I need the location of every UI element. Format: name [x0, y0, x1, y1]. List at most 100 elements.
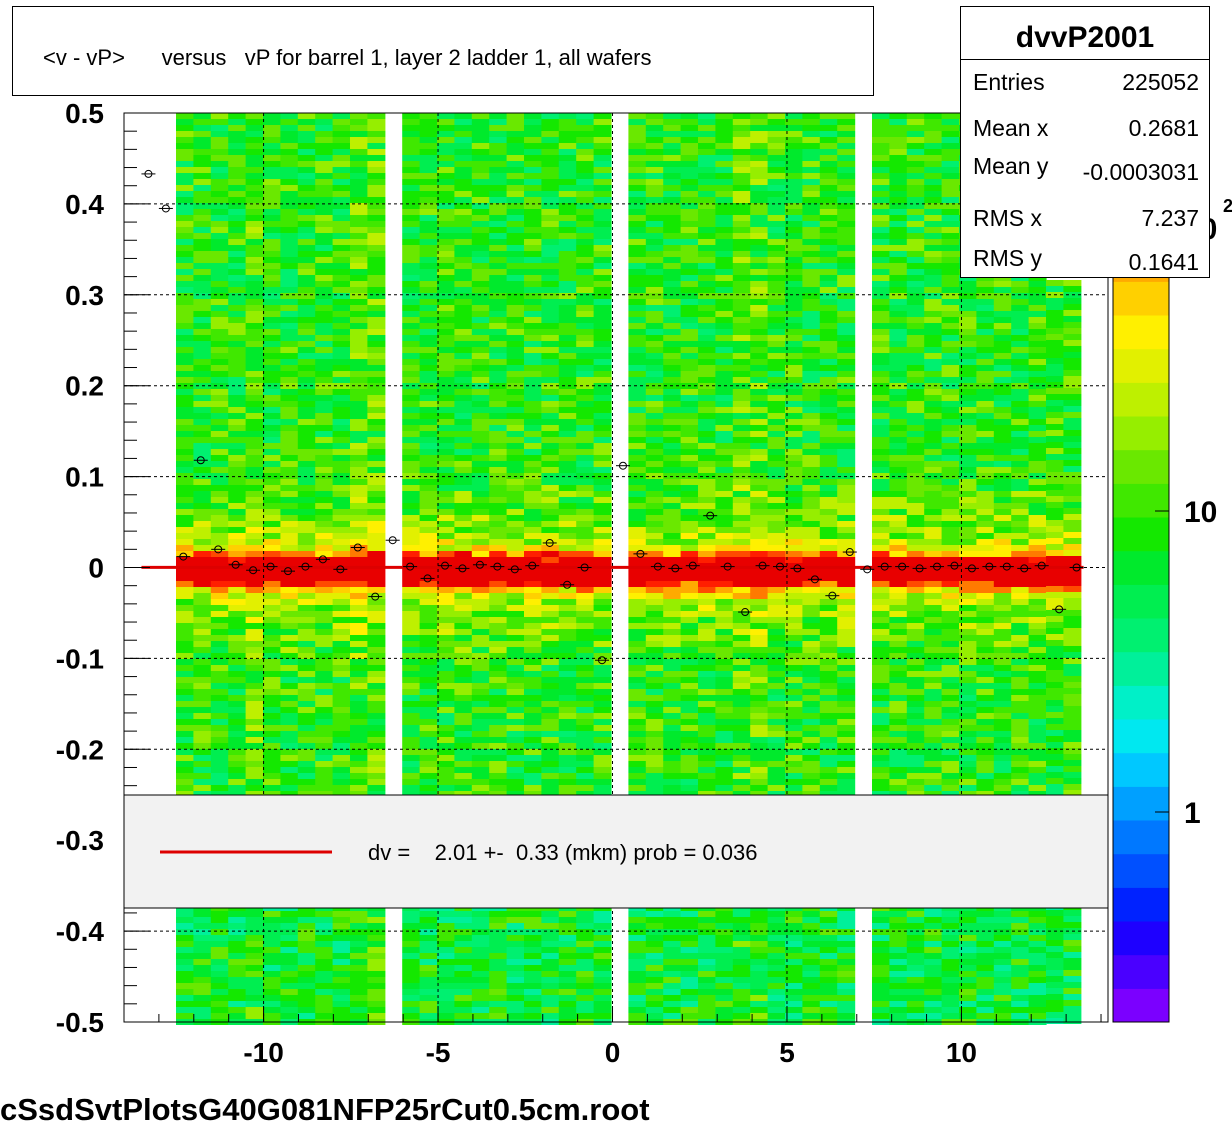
heatmap-cell [558, 149, 577, 155]
heatmap-cell [524, 275, 542, 281]
heatmap-cell [263, 167, 281, 173]
heatmap-cell [454, 413, 473, 419]
heatmap-cell [419, 617, 438, 623]
heatmap-cell [228, 521, 247, 527]
heatmap-cell [506, 185, 525, 191]
heatmap-cell [558, 221, 577, 227]
heatmap-cell [263, 647, 281, 653]
heatmap-cell [750, 497, 769, 503]
heatmap-cell [750, 119, 769, 125]
heatmap-cell [541, 455, 560, 461]
heatmap-cell [628, 287, 647, 293]
heatmap-cell [750, 485, 769, 491]
heatmap-cell [576, 623, 595, 629]
heatmap-cell [210, 713, 229, 719]
heatmap-cell [280, 521, 299, 527]
heatmap-cell [628, 395, 647, 401]
heatmap-cell [576, 575, 595, 581]
heatmap-cell [593, 443, 612, 449]
heatmap-cell [645, 347, 664, 353]
heatmap-cell [193, 1001, 212, 1007]
heatmap-cell [245, 653, 264, 659]
heatmap-cell [576, 269, 595, 275]
heatmap-cell [489, 293, 508, 299]
heatmap-cell [732, 575, 751, 581]
heatmap-cell [593, 791, 612, 797]
heatmap-cell [663, 743, 682, 749]
heatmap-cell [315, 263, 334, 269]
heatmap-cell [193, 473, 212, 479]
heatmap-cell [367, 527, 386, 533]
heatmap-cell [645, 149, 664, 155]
heatmap-cell [210, 989, 229, 995]
heatmap-cell [593, 707, 612, 713]
heatmap-cell [280, 527, 299, 533]
heatmap-cell [402, 389, 421, 395]
heatmap-cell [471, 371, 490, 377]
heatmap-cell [593, 695, 612, 701]
heatmap-cell [367, 227, 386, 233]
heatmap-cell [750, 167, 769, 173]
heatmap-cell [402, 143, 421, 149]
heatmap-cell [350, 389, 368, 395]
heatmap-cell [767, 323, 786, 329]
heatmap-cell [367, 911, 386, 917]
heatmap-cell [245, 353, 264, 359]
heatmap-cell [315, 599, 334, 605]
heatmap-cell [454, 593, 473, 599]
heatmap-cell [193, 155, 212, 161]
heatmap-cell [245, 167, 264, 173]
heatmap-cell [593, 749, 612, 755]
heatmap-cell [350, 503, 368, 509]
heatmap-cell [193, 431, 212, 437]
heatmap-cell [489, 635, 508, 641]
heatmap-cell [263, 767, 281, 773]
heatmap-cell [576, 515, 595, 521]
heatmap-cell [263, 419, 281, 425]
heatmap-cell [419, 311, 438, 317]
heatmap-cell [750, 575, 769, 581]
heatmap-cell [437, 761, 455, 767]
heatmap-cell [245, 671, 264, 677]
heatmap-cell [471, 137, 490, 143]
heatmap-cell [680, 539, 699, 545]
heatmap-cell [750, 371, 769, 377]
heatmap-cell [698, 977, 716, 983]
heatmap-cell [245, 437, 264, 443]
heatmap-cell [489, 917, 508, 923]
heatmap-cell [698, 287, 716, 293]
heatmap-cell [280, 407, 299, 413]
heatmap-cell [645, 521, 664, 527]
heatmap-cell [750, 749, 769, 755]
heatmap-cell [576, 599, 595, 605]
heatmap-cell [541, 1013, 560, 1019]
heatmap-cell [471, 455, 490, 461]
heatmap-cell [489, 251, 508, 257]
heatmap-cell [732, 551, 751, 557]
heatmap-cell [558, 545, 577, 551]
heatmap-cell [663, 635, 682, 641]
heatmap-cell [437, 227, 455, 233]
heatmap-cell [715, 923, 734, 929]
heatmap-cell [767, 269, 786, 275]
heatmap-cell [263, 995, 281, 1001]
heatmap-cell [176, 131, 194, 137]
heatmap-cell [732, 239, 751, 245]
heatmap-cell [715, 755, 734, 761]
heatmap-cell [176, 275, 194, 281]
heatmap-cell [210, 281, 229, 287]
heatmap-cell [663, 227, 682, 233]
heatmap-cell [210, 383, 229, 389]
heatmap-cell [767, 293, 786, 299]
heatmap-cell [437, 779, 455, 785]
heatmap-cell [263, 443, 281, 449]
heatmap-cell [506, 329, 525, 335]
heatmap-cell [263, 221, 281, 227]
heatmap-cell [489, 467, 508, 473]
heatmap-cell [732, 749, 751, 755]
heatmap-cell [750, 707, 769, 713]
heatmap-cell [367, 761, 386, 767]
heatmap-cell [176, 347, 194, 353]
heatmap-cell [698, 347, 716, 353]
heatmap-cell [367, 755, 386, 761]
